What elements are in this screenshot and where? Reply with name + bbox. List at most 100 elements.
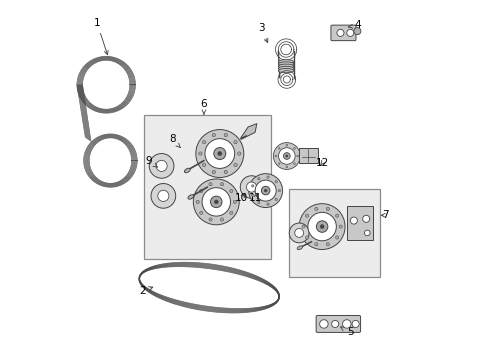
Circle shape <box>224 133 227 137</box>
Circle shape <box>217 152 222 156</box>
Circle shape <box>229 211 232 215</box>
Circle shape <box>278 163 280 165</box>
Circle shape <box>319 320 327 328</box>
Circle shape <box>199 189 203 193</box>
Circle shape <box>257 201 260 204</box>
Circle shape <box>233 140 237 144</box>
Text: 12: 12 <box>315 158 328 168</box>
Circle shape <box>293 147 295 149</box>
Circle shape <box>278 147 280 149</box>
Circle shape <box>212 170 215 174</box>
Circle shape <box>325 207 329 211</box>
Circle shape <box>301 225 305 228</box>
Circle shape <box>314 207 317 211</box>
Ellipse shape <box>278 66 293 71</box>
Text: 4: 4 <box>347 21 360 31</box>
Circle shape <box>204 139 234 168</box>
Circle shape <box>208 183 212 186</box>
Text: 9: 9 <box>145 156 157 167</box>
Circle shape <box>325 243 329 246</box>
Text: 2: 2 <box>139 286 152 296</box>
Bar <box>299 148 317 163</box>
Circle shape <box>156 160 167 171</box>
Text: 8: 8 <box>168 134 180 148</box>
Circle shape <box>314 243 317 246</box>
Circle shape <box>273 143 300 170</box>
Circle shape <box>251 185 253 187</box>
Ellipse shape <box>187 195 193 199</box>
Circle shape <box>285 166 287 168</box>
Circle shape <box>224 170 227 174</box>
Circle shape <box>214 200 218 204</box>
Circle shape <box>353 28 360 35</box>
Circle shape <box>362 215 369 222</box>
Circle shape <box>351 320 358 328</box>
Circle shape <box>246 182 256 192</box>
Circle shape <box>316 221 327 232</box>
Bar <box>288 189 380 277</box>
Circle shape <box>255 180 276 201</box>
Bar <box>346 206 372 240</box>
Circle shape <box>266 176 269 178</box>
Circle shape <box>331 320 338 328</box>
Text: 7: 7 <box>381 210 388 220</box>
Circle shape <box>283 153 289 159</box>
Circle shape <box>149 153 174 178</box>
Circle shape <box>199 211 203 215</box>
Text: 1: 1 <box>94 18 108 55</box>
Circle shape <box>294 229 303 237</box>
Circle shape <box>285 155 287 157</box>
Circle shape <box>158 190 168 202</box>
Circle shape <box>237 152 241 155</box>
Circle shape <box>320 225 324 229</box>
Ellipse shape <box>184 168 190 173</box>
Circle shape <box>335 214 338 217</box>
Circle shape <box>257 177 260 180</box>
Circle shape <box>278 148 295 164</box>
Circle shape <box>278 189 280 192</box>
Text: 10: 10 <box>234 193 247 203</box>
Circle shape <box>274 198 277 201</box>
Circle shape <box>212 133 215 137</box>
Circle shape <box>193 179 239 225</box>
Circle shape <box>208 218 212 221</box>
Circle shape <box>151 184 175 208</box>
Circle shape <box>274 181 277 183</box>
Circle shape <box>338 225 342 228</box>
Circle shape <box>198 152 202 155</box>
Circle shape <box>346 30 353 36</box>
Ellipse shape <box>297 246 302 249</box>
Circle shape <box>240 176 263 198</box>
Circle shape <box>349 217 357 224</box>
Ellipse shape <box>278 60 293 64</box>
Circle shape <box>305 236 308 239</box>
Text: 3: 3 <box>258 23 267 42</box>
FancyBboxPatch shape <box>315 315 360 332</box>
Circle shape <box>220 183 223 186</box>
Circle shape <box>335 236 338 239</box>
Circle shape <box>307 212 336 241</box>
Circle shape <box>264 189 266 192</box>
Circle shape <box>274 155 276 157</box>
Circle shape <box>220 218 223 221</box>
Circle shape <box>233 163 237 167</box>
Circle shape <box>202 140 205 144</box>
Ellipse shape <box>278 62 293 66</box>
Circle shape <box>336 30 343 36</box>
Circle shape <box>305 214 308 217</box>
Text: 11: 11 <box>248 193 261 203</box>
Circle shape <box>266 203 269 205</box>
Circle shape <box>210 196 222 208</box>
Circle shape <box>342 320 350 328</box>
Circle shape <box>261 186 269 195</box>
Circle shape <box>195 130 244 177</box>
Text: 5: 5 <box>340 327 353 337</box>
Ellipse shape <box>278 64 293 68</box>
FancyBboxPatch shape <box>330 25 355 41</box>
Circle shape <box>299 204 345 249</box>
Circle shape <box>364 230 369 236</box>
Circle shape <box>202 163 205 167</box>
Circle shape <box>233 200 236 203</box>
Circle shape <box>229 189 232 193</box>
Bar <box>143 115 270 259</box>
